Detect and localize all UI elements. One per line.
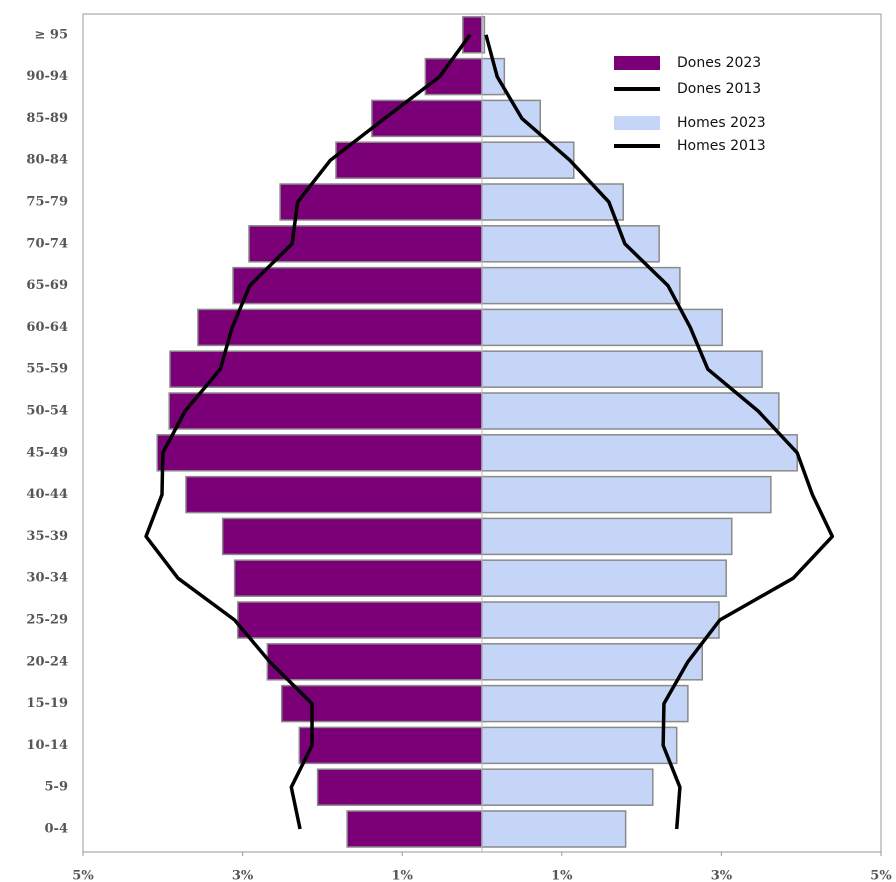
bar (481, 475, 772, 514)
line (484, 34, 835, 830)
bar (185, 475, 483, 514)
bar (168, 392, 483, 430)
y-tick-label: 85-89 (26, 111, 68, 126)
bar (481, 225, 660, 263)
bar (481, 350, 763, 388)
y-tick-label: ≥ 95 (34, 27, 68, 42)
legend-label: Dones 2013 (677, 81, 761, 97)
bar (298, 726, 483, 765)
bar (279, 183, 483, 221)
y-tick-label: 20-24 (26, 654, 68, 669)
bar (481, 308, 723, 347)
bar (346, 810, 483, 848)
bar (232, 266, 483, 305)
bar (462, 16, 483, 54)
bar (481, 141, 575, 179)
bar (481, 99, 542, 138)
bar (481, 601, 720, 639)
y-tick-label: 80-84 (26, 153, 68, 168)
y-tick-label: 35-39 (26, 529, 68, 544)
bar (481, 183, 624, 221)
bar (248, 225, 483, 263)
y-tick-label: 15-19 (26, 696, 68, 711)
y-tick-label: 10-14 (26, 738, 68, 753)
bar (481, 684, 689, 723)
bar (156, 434, 483, 472)
bar (481, 643, 703, 681)
bar (169, 350, 483, 388)
line (144, 33, 472, 830)
y-tick-label: 25-29 (26, 613, 68, 628)
y-tick-label: 30-34 (26, 571, 68, 586)
bar (371, 99, 483, 138)
y-tick-label: 75-79 (26, 195, 68, 210)
x-tick-label: 5% (870, 869, 892, 882)
legend-label: Homes 2023 (677, 115, 766, 131)
y-tick-label: 40-44 (26, 487, 68, 502)
bar (481, 434, 798, 472)
legend-swatch (614, 116, 660, 130)
x-tick-label: 1% (551, 869, 573, 882)
y-tick-label: 70-74 (26, 236, 68, 251)
y-tick-label: 65-69 (26, 278, 68, 293)
x-tick-label: 3% (232, 869, 254, 882)
bar (481, 517, 733, 556)
y-tick-label: 50-54 (26, 404, 68, 419)
bar (237, 601, 483, 639)
bar (481, 266, 681, 305)
bar (481, 768, 654, 806)
y-tick-label: 55-59 (26, 362, 68, 377)
bar (335, 141, 483, 179)
legend-label: Homes 2013 (677, 138, 766, 154)
bar (266, 643, 483, 681)
legend-label: Dones 2023 (677, 55, 761, 71)
legend-swatch (614, 56, 660, 70)
y-tick-label: 0-4 (45, 822, 69, 837)
bar (316, 768, 483, 806)
x-tick-label: 1% (391, 869, 413, 882)
y-tick-label: 45-49 (26, 445, 68, 460)
bar (481, 810, 627, 848)
bar (481, 392, 780, 430)
bar (197, 308, 483, 347)
bar (221, 517, 483, 556)
y-tick-label: 60-64 (26, 320, 68, 335)
bar (233, 559, 483, 597)
y-tick-label: 5-9 (45, 780, 69, 795)
y-tick-label: 90-94 (26, 69, 68, 84)
x-tick-label: 5% (72, 869, 94, 882)
x-tick-label: 3% (711, 869, 733, 882)
bar (481, 559, 727, 597)
bar (481, 726, 678, 765)
bar (424, 57, 483, 96)
